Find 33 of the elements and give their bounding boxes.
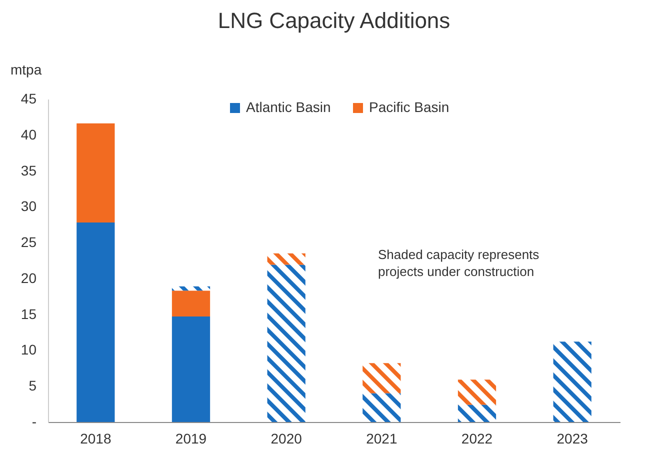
y-tick-label: 40 [20, 126, 37, 142]
legend-label: Atlantic Basin [246, 99, 331, 115]
x-tick-label: 2018 [80, 430, 112, 446]
x-tick-label: 2022 [461, 430, 493, 446]
annotation: Shaded capacity represents projects under construction [378, 247, 540, 279]
bar [172, 286, 210, 291]
y-tick-label: 25 [20, 234, 37, 250]
bar [76, 123, 115, 222]
bar [76, 222, 115, 422]
x-tick-label: 2020 [270, 430, 302, 446]
bar [267, 264, 306, 422]
bar [172, 316, 210, 422]
x-tick-label: 2023 [556, 430, 588, 446]
y-tick-label: 20 [20, 270, 37, 286]
y-tick-label: 30 [20, 198, 37, 214]
y-tick-label: - [32, 414, 37, 430]
y-axis-title: mtpa [10, 62, 42, 78]
y-tick-label: 45 [20, 90, 37, 106]
x-tick-label: 2019 [175, 430, 207, 446]
y-tick-label: 35 [20, 162, 37, 178]
bar [458, 380, 496, 405]
bar [172, 290, 210, 316]
y-tick-label: 5 [28, 378, 37, 394]
legend-label: Pacific Basin [369, 99, 450, 115]
bar [267, 253, 306, 265]
bar [362, 363, 401, 394]
bar [553, 342, 592, 422]
bar [458, 404, 496, 422]
chart-title: LNG Capacity Additions [218, 8, 450, 33]
y-tick-label: 15 [20, 306, 37, 322]
y-tick-label: 10 [20, 342, 37, 358]
x-tick-label: 2021 [366, 430, 398, 446]
bar [362, 393, 401, 422]
